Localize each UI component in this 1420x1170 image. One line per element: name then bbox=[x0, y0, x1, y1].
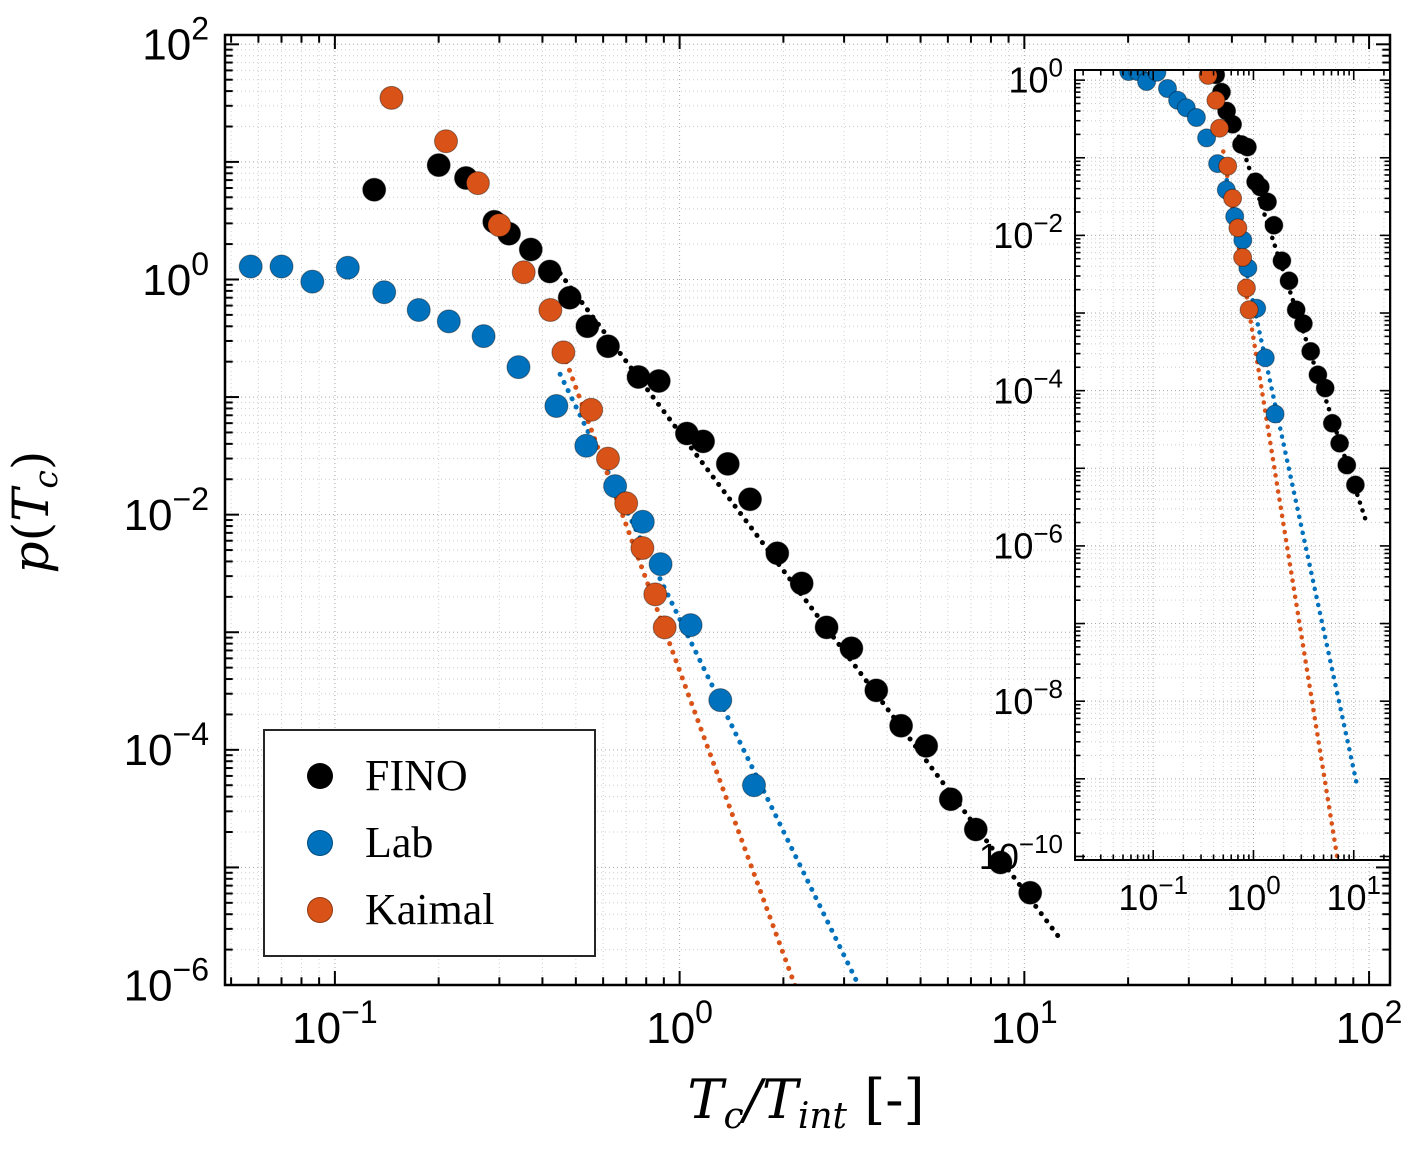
inset-plot-spines bbox=[1074, 69, 1391, 861]
svg-text:10−1: 10−1 bbox=[1118, 870, 1188, 918]
main-plot-series-kaimal bbox=[379, 85, 677, 640]
svg-text:10−1: 10−1 bbox=[292, 994, 377, 1053]
main-plot-tick-labels: 10−1 100 101 102 102 100 10−2 10−4 10−6 bbox=[124, 11, 1403, 1053]
kaimal-marker-icon bbox=[307, 897, 333, 923]
y-axis-label: p(Tc) bbox=[2, 451, 65, 574]
svg-text:10−8: 10−8 bbox=[993, 674, 1063, 722]
legend-label-fino: FINO bbox=[365, 751, 468, 800]
svg-text:10−6: 10−6 bbox=[993, 519, 1063, 567]
main-plot-fit-kaimal bbox=[557, 342, 798, 985]
svg-text:100: 100 bbox=[1226, 870, 1281, 918]
main-plot-series-lab bbox=[238, 254, 766, 798]
legend: FINO Lab Kaimal bbox=[263, 729, 596, 957]
inset-plot-tick-labels: 10−1 100 101 100 10−2 10−4 10−6 10−8 10−10 bbox=[979, 53, 1381, 918]
inset-plot-fit-kaimal bbox=[1221, 149, 1340, 860]
svg-text:101: 101 bbox=[1326, 870, 1381, 918]
legend-item-fino: FINO bbox=[265, 754, 594, 798]
svg-text:100: 100 bbox=[142, 246, 209, 305]
svg-text:102: 102 bbox=[1336, 994, 1403, 1053]
svg-text:101: 101 bbox=[991, 994, 1058, 1053]
inset-plot-gridlines bbox=[1075, 70, 1390, 860]
svg-text:10−10: 10−10 bbox=[979, 829, 1063, 877]
inset-plot: 10−1 100 101 100 10−2 10−4 10−6 10−8 10−10 bbox=[979, 53, 1391, 918]
inset-plot-ticks bbox=[1075, 70, 1390, 861]
svg-text:10−2: 10−2 bbox=[124, 481, 209, 540]
axis-labels: Tc/Tint [-] p(Tc) bbox=[2, 451, 925, 1137]
inset-plot-series-kaimal bbox=[1198, 70, 1259, 320]
legend-label-kaimal: Kaimal bbox=[365, 885, 495, 934]
svg-text:10−2: 10−2 bbox=[993, 208, 1063, 256]
legend-item-kaimal: Kaimal bbox=[265, 888, 594, 932]
svg-text:10−6: 10−6 bbox=[124, 951, 209, 1010]
legend-label-lab: Lab bbox=[365, 818, 434, 867]
svg-text:102: 102 bbox=[142, 11, 209, 70]
svg-text:10−4: 10−4 bbox=[124, 716, 209, 775]
svg-text:100: 100 bbox=[1008, 53, 1063, 101]
svg-text:10−4: 10−4 bbox=[993, 363, 1063, 411]
legend-item-lab: Lab bbox=[265, 821, 594, 865]
lab-marker-icon bbox=[307, 830, 333, 856]
fino-marker-icon bbox=[307, 763, 333, 789]
svg-text:100: 100 bbox=[646, 994, 713, 1053]
x-axis-label: Tc/Tint [-] bbox=[687, 1068, 924, 1137]
